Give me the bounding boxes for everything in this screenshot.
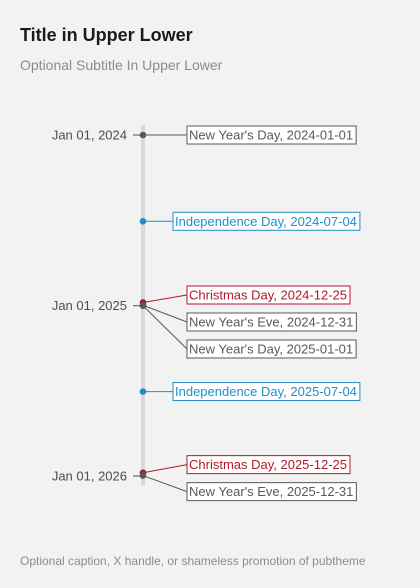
event-label: Christmas Day, 2025-12-25 [189, 457, 347, 472]
connector-lines [142, 134, 188, 493]
event-label-box [186, 285, 351, 305]
chart-title: Title in Upper Lower [20, 25, 193, 45]
event-label-group: Christmas Day, 2025-12-25 [186, 455, 351, 475]
event-point [139, 217, 147, 225]
event-label: New Year's Eve, 2025-12-31 [189, 484, 353, 499]
event-label-box [186, 339, 357, 359]
event-label: Christmas Day, 2024-12-25 [189, 287, 347, 302]
event-label: New Year's Eve, 2024-12-31 [189, 314, 353, 329]
event-label: New Year's Day, 2025-01-01 [189, 341, 353, 356]
event-label: New Year's Day, 2024-01-01 [189, 128, 353, 143]
chart-caption: Optional caption, X handle, or shameless… [20, 554, 366, 568]
event-label-group: Independence Day, 2024-07-04 [172, 211, 361, 231]
event-label-group: Christmas Day, 2024-12-25 [186, 285, 351, 305]
event-label-box [186, 455, 351, 475]
event-label: Independence Day, 2024-07-04 [175, 214, 357, 229]
event-labels: New Year's Day, 2024-01-01 Independence D… [172, 125, 361, 502]
event-label: Independence Day, 2025-07-04 [175, 384, 357, 399]
tick-label: Jan 01, 2026 [52, 469, 127, 484]
tick-label: Jan 01, 2025 [52, 298, 127, 313]
event-label-box [186, 482, 357, 502]
event-label-box [186, 312, 357, 332]
event-point [139, 388, 147, 395]
event-connector [142, 475, 188, 493]
date-ticks: Jan 01, 2024 Jan 01, 2025 Jan 01, 2026 [52, 128, 143, 484]
event-connector [142, 304, 188, 323]
event-label-group: New Year's Eve, 2024-12-31 [186, 312, 357, 332]
event-label-box [172, 382, 361, 402]
event-label-box [186, 125, 357, 145]
event-label-group: New Year's Day, 2025-01-01 [186, 339, 357, 359]
event-label-group: Independence Day, 2025-07-04 [172, 382, 361, 402]
event-label-box [172, 211, 361, 231]
event-label-group: New Year's Eve, 2025-12-31 [186, 482, 357, 502]
event-connector [142, 305, 188, 350]
tick-label: Jan 01, 2024 [52, 128, 127, 143]
event-connector [142, 464, 188, 474]
event-connector [142, 294, 188, 303]
chart-subtitle: Optional Subtitle In Upper Lower [20, 57, 223, 73]
event-label-group: New Year's Day, 2024-01-01 [186, 125, 357, 145]
